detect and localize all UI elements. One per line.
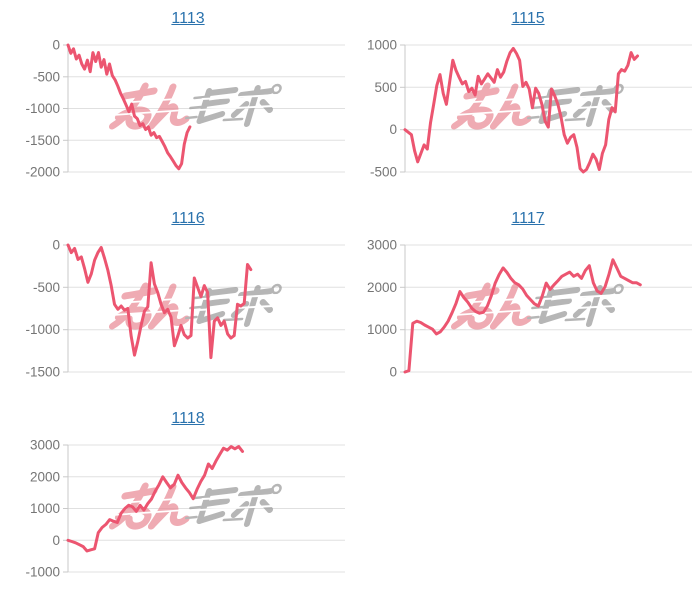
watermark-logo: みんレポ: [108, 82, 282, 130]
y-tick-label: -1500: [25, 365, 60, 380]
series-line: [66, 43, 192, 171]
chart-title-row: 1117: [350, 209, 700, 229]
chart-cell-1113: 1113 0 -500 -1000 -1500 -2000 みんレポ: [0, 0, 350, 200]
line-chart-canvas-1116: 0 -500 -1000 -1500 みんレポ: [25, 238, 345, 380]
chart-title-link-1116[interactable]: 1116: [171, 210, 205, 227]
line-chart-canvas-1118: 3000 2000 1000 0 -1000 みんレポ: [25, 438, 345, 580]
y-tick-label: 0: [389, 122, 397, 137]
y-tick-label: 1000: [30, 501, 60, 516]
y-tick-label: -1000: [25, 322, 60, 337]
line-chart-canvas-1117: 3000200010000みんレポ: [367, 238, 692, 380]
watermark-logo: みんレポ: [108, 482, 282, 530]
chart-title-link-1113[interactable]: 1113: [171, 10, 205, 27]
chart-title-link-1118[interactable]: 1118: [171, 410, 205, 427]
chart-cell-1118: 1118 3000 2000 1000 0 -1000 みんレポ: [0, 400, 350, 600]
y-tick-label: 1000: [367, 38, 397, 53]
chart-title-row: 1118: [0, 409, 350, 429]
series-line: [403, 258, 642, 374]
y-tick-label: -500: [33, 280, 60, 295]
line-chart-canvas-1113: 0 -500 -1000 -1500 -2000 みんレポ: [25, 38, 345, 180]
y-tick-label: 3000: [367, 238, 397, 253]
series-line: [66, 445, 244, 553]
series-line: [66, 243, 253, 360]
series-line: [403, 46, 639, 174]
chart-title-row: 1115: [350, 9, 700, 29]
chart-title-link-1115[interactable]: 1115: [511, 10, 545, 27]
chart-cell-1116: 1116 0 -500 -1000 -1500 みんレポ: [0, 200, 350, 400]
y-tick-label: -1000: [25, 565, 60, 580]
y-tick-label: 0: [389, 365, 397, 380]
y-tick-label: -1500: [25, 133, 60, 148]
y-tick-label: 2000: [30, 469, 60, 484]
y-tick-label: -500: [370, 165, 397, 180]
y-tick-label: 0: [52, 533, 60, 548]
chart-title-row: 1116: [0, 209, 350, 229]
watermark-logo: みんレポ: [108, 282, 282, 330]
y-tick-label: 1000: [367, 322, 397, 337]
chart-title-row: 1113: [0, 9, 350, 29]
y-tick-label: -1000: [25, 101, 60, 116]
y-tick-label: -500: [33, 69, 60, 84]
y-tick-label: 2000: [367, 280, 397, 295]
chart-cell-1117: 1117 3000200010000みんレポ: [350, 200, 700, 400]
y-tick-label: 500: [374, 80, 397, 95]
y-tick-label: 0: [52, 38, 60, 53]
y-tick-label: 0: [52, 238, 60, 253]
y-tick-label: -2000: [25, 165, 60, 180]
y-tick-label: 3000: [30, 438, 60, 453]
chart-title-link-1117[interactable]: 1117: [511, 210, 545, 227]
empty-cell: [350, 400, 700, 600]
